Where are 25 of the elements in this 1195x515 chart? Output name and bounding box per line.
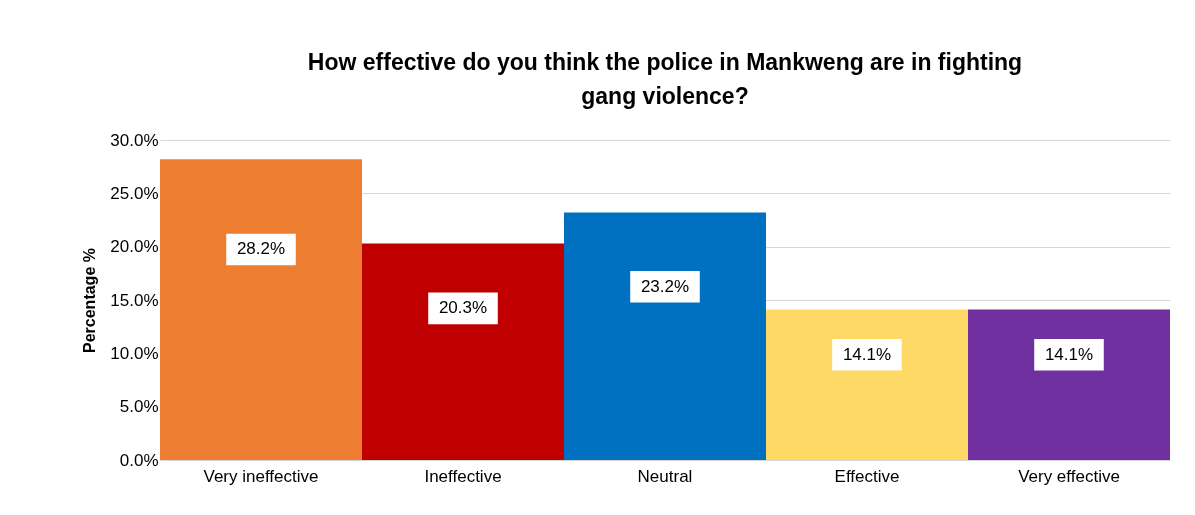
text: gang violence? <box>581 83 749 109</box>
bar <box>564 212 766 460</box>
data-label: 14.1% <box>1044 344 1094 364</box>
data-label: 28.2% <box>236 239 286 259</box>
bar <box>766 309 968 460</box>
x-tick-label: Ineffective <box>424 466 502 486</box>
x-tick-label: Effective <box>834 466 900 486</box>
x-tick-label: Neutral <box>637 466 693 486</box>
y-axis-title: Percentage % <box>81 248 99 353</box>
y-tick-label: 25.0% <box>110 183 159 203</box>
y-tick-label: 15.0% <box>110 290 159 310</box>
y-tick-label: 0.0% <box>119 450 159 470</box>
y-tick-label: 20.0% <box>110 237 159 257</box>
y-tick-label: 10.0% <box>110 343 159 363</box>
bar <box>362 243 564 460</box>
data-label: 23.2% <box>640 276 690 296</box>
text: How effective do you think the police in Mankweng are in fighting <box>307 49 1023 75</box>
data-label: 14.1% <box>842 344 892 364</box>
data-label: 20.3% <box>438 298 488 318</box>
y-tick-label: 30.0% <box>110 130 159 150</box>
bar <box>968 309 1170 460</box>
x-tick-label: Very effective <box>1018 466 1120 486</box>
y-tick-label: 5.0% <box>119 397 159 417</box>
bar <box>160 159 362 460</box>
x-tick-label: Very ineffective <box>203 466 319 486</box>
